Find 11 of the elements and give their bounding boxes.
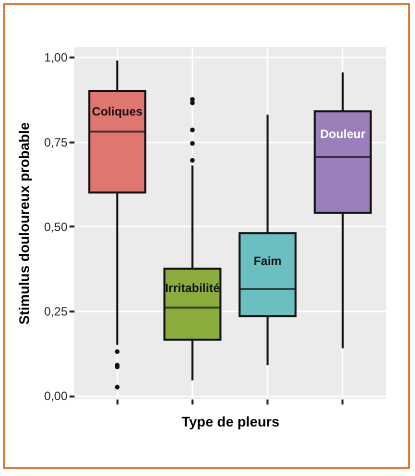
x-axis-title: Type de pleurs bbox=[182, 414, 280, 430]
x-tick-label: Douleur bbox=[320, 127, 366, 142]
y-tick-label: 0,75 bbox=[44, 135, 68, 150]
x-tick-label: Irritabilité bbox=[165, 281, 220, 296]
x-tick-label: Coliques bbox=[92, 104, 143, 118]
y-tick-label: 0,00 bbox=[44, 389, 68, 404]
y-tick-label: 0,50 bbox=[44, 220, 68, 234]
y-axis-title: Stimulus douloureux probable bbox=[16, 122, 32, 325]
y-tick-label: 1,00 bbox=[44, 50, 68, 65]
y-tick-label: 0,25 bbox=[44, 304, 68, 318]
x-tick-label: Faim bbox=[254, 254, 282, 268]
